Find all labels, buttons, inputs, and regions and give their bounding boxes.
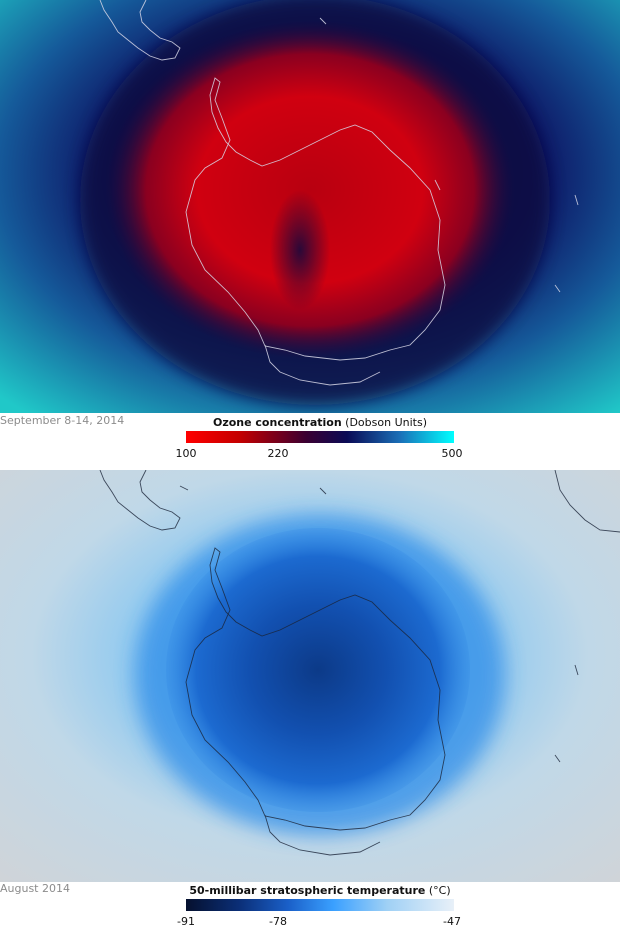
ozone-map bbox=[0, 0, 620, 413]
temperature-legend-title-text: 50-millibar stratospheric temperature bbox=[189, 884, 426, 897]
ozone-color-scale bbox=[186, 431, 454, 443]
ozone-tick-mid: 220 bbox=[267, 447, 289, 460]
temperature-tick-mid: -78 bbox=[269, 915, 287, 928]
temperature-date-label: August 2014 bbox=[0, 882, 70, 895]
ozone-legend-title: Ozone concentration (Dobson Units) bbox=[186, 416, 454, 429]
temperature-map bbox=[0, 470, 620, 882]
temperature-tick-min: -91 bbox=[177, 915, 195, 928]
ozone-date-label: September 8-14, 2014 bbox=[0, 414, 125, 427]
temperature-map-image bbox=[0, 470, 620, 882]
ozone-coastlines bbox=[99, 0, 579, 386]
temperature-tick-max: -47 bbox=[443, 915, 461, 928]
temperature-color-scale bbox=[186, 899, 454, 911]
ozone-tick-max: 500 bbox=[441, 447, 463, 460]
temperature-legend-unit: (°C) bbox=[425, 884, 451, 897]
ozone-map-image bbox=[0, 0, 620, 413]
temperature-legend-title: 50-millibar stratospheric temperature (°… bbox=[186, 884, 454, 897]
ozone-legend-unit: (Dobson Units) bbox=[341, 416, 427, 429]
temperature-coastlines bbox=[99, 470, 620, 856]
ozone-legend-title-text: Ozone concentration bbox=[212, 416, 342, 429]
ozone-tick-min: 100 bbox=[175, 447, 197, 460]
